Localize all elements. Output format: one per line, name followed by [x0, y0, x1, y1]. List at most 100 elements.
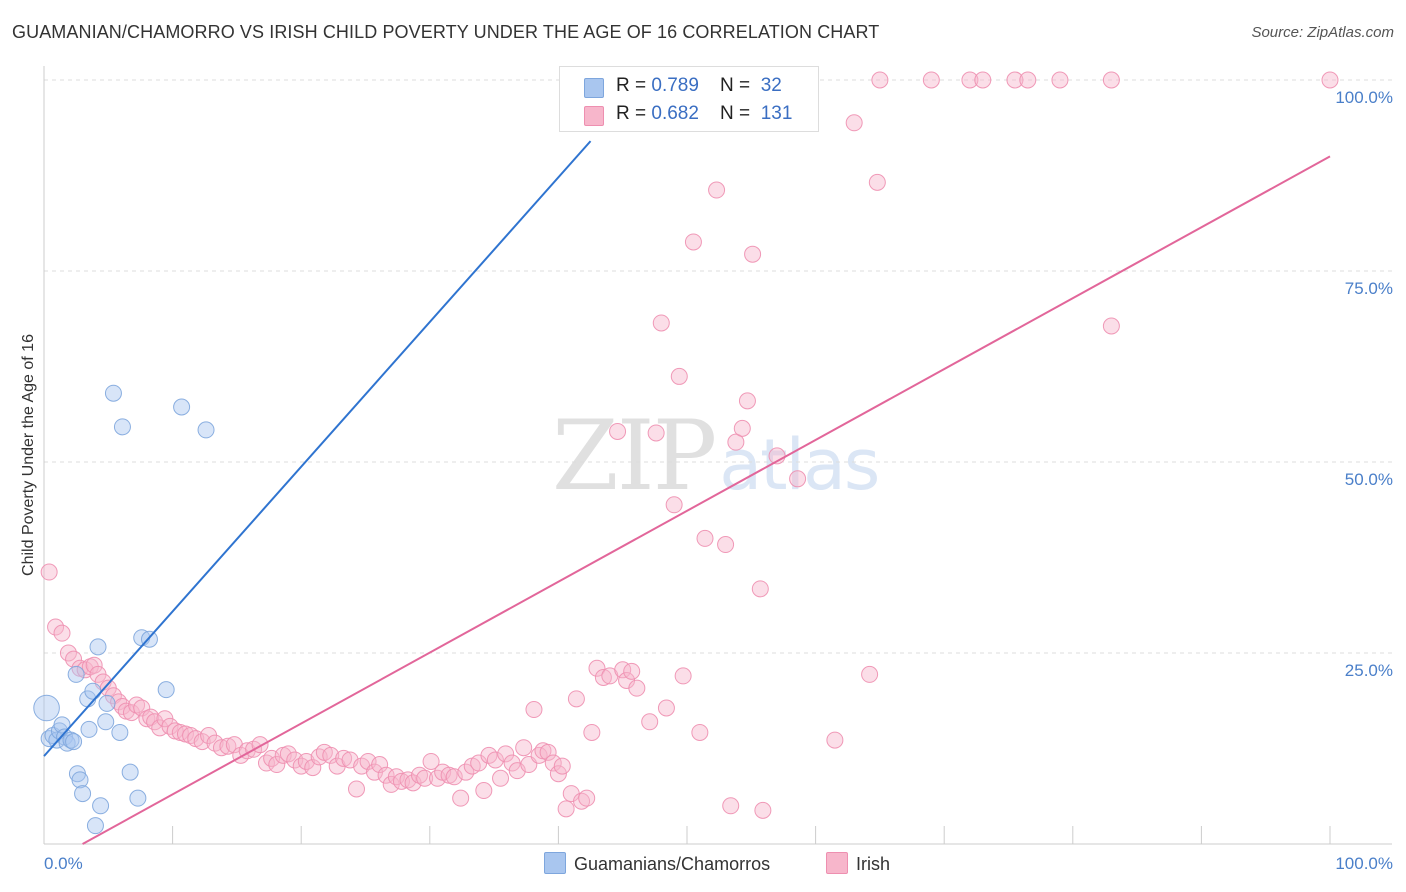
irish-point — [733, 419, 751, 437]
legend-swatch-guamanian — [584, 78, 604, 98]
irish-trend-line — [82, 155, 1331, 845]
legend-r-label: R = — [616, 75, 652, 96]
guamanian-point — [67, 665, 85, 683]
irish-point — [128, 696, 146, 714]
irish-point — [304, 759, 322, 777]
irish-point — [76, 661, 94, 679]
irish-point — [744, 245, 762, 263]
guamanian-point — [157, 681, 175, 699]
irish-point — [578, 789, 596, 807]
guamanian-point — [33, 694, 60, 722]
irish-point — [974, 71, 992, 89]
irish-point — [754, 801, 772, 819]
guamanian-point — [197, 421, 215, 439]
source-label: Source: ZipAtlas.com — [1251, 24, 1394, 41]
legend-r-value: 0.789 — [651, 75, 699, 96]
irish-point — [40, 563, 58, 581]
irish-point — [457, 763, 475, 781]
trend-lines — [43, 140, 1331, 845]
irish-point — [544, 754, 562, 772]
legend-n-label: N = — [720, 103, 756, 124]
irish-point — [868, 173, 886, 191]
y-tick-label: 50.0% — [1345, 470, 1393, 489]
irish-point — [727, 433, 745, 451]
guamanian-point — [74, 785, 92, 803]
irish-point — [1102, 71, 1120, 89]
irish-point — [738, 392, 756, 410]
guamanian-point — [113, 418, 131, 436]
guamanian-trend-line — [43, 140, 592, 757]
irish-point — [1006, 71, 1024, 89]
watermark: ZIPatlas — [552, 400, 880, 512]
irish-point — [297, 752, 315, 770]
series-swatch-guamanian — [544, 852, 566, 874]
irish-point — [1321, 71, 1339, 89]
y-tick-label: 75.0% — [1345, 279, 1393, 298]
irish-point — [871, 71, 889, 89]
series-legend-irish[interactable]: Irish — [826, 852, 890, 875]
irish-point — [652, 314, 670, 332]
irish-point — [657, 699, 675, 717]
watermark-zip: ZIP — [552, 400, 717, 512]
irish-point — [268, 756, 286, 774]
y-tick-label: 25.0% — [1345, 661, 1393, 680]
chart-title: GUAMANIAN/CHAMORRO VS IRISH CHILD POVERT… — [12, 22, 880, 42]
irish-point — [47, 618, 65, 636]
legend-r-value: 0.682 — [651, 103, 699, 124]
irish-point — [922, 71, 940, 89]
guamanian-point — [129, 789, 147, 807]
irish-point — [539, 743, 557, 761]
legend-n-value: 131 — [760, 103, 793, 124]
series-legend: Guamanians/Chamorros Irish — [0, 852, 1406, 878]
guamanian-point — [86, 817, 104, 835]
irish-point — [212, 739, 230, 757]
legend-n-label: N = — [720, 75, 756, 96]
x-tick-label: 100.0% — [1335, 854, 1393, 873]
irish-point — [573, 792, 591, 810]
irish-point — [708, 181, 726, 199]
irish-point — [567, 690, 585, 708]
guamanian-point — [80, 720, 98, 738]
irish-point — [335, 749, 353, 767]
legend-n-value: 32 — [760, 75, 782, 96]
irish-point — [609, 422, 627, 440]
irish-point — [549, 765, 567, 783]
y-tick-label: 100.0% — [1335, 88, 1393, 107]
guamanian-point — [98, 694, 116, 712]
irish-point — [557, 800, 575, 818]
irish-point — [623, 662, 641, 680]
irish-point — [861, 665, 879, 683]
irish-point — [85, 656, 103, 674]
irish-point — [553, 757, 571, 775]
guamanian-point — [97, 713, 115, 731]
guamanian-point — [65, 733, 83, 751]
legend-stats-guamanian: R = 0.789 N = 32 — [616, 75, 782, 97]
irish-point — [525, 701, 543, 719]
irish-point — [371, 756, 389, 774]
irish-point — [665, 496, 683, 514]
irish-point — [647, 424, 665, 442]
series-legend-guamanian[interactable]: Guamanians/Chamorros — [544, 852, 770, 875]
guamanian-point — [62, 731, 80, 749]
tick-labels: 25.0% 50.0% 75.0% 100.0% 0.0% 100.0% — [44, 88, 1393, 873]
irish-point — [696, 529, 714, 547]
guamanian-point — [84, 682, 102, 700]
irish-point — [486, 751, 504, 769]
irish-point — [1019, 71, 1037, 89]
x-tick-label: 0.0% — [44, 854, 83, 873]
guamanian-point — [92, 797, 110, 815]
irish-point — [961, 71, 979, 89]
irish-point — [717, 536, 735, 554]
irish-point — [826, 731, 844, 749]
irish-point — [452, 789, 470, 807]
irish-point — [422, 752, 440, 770]
irish-point — [789, 470, 807, 488]
guamanian-point — [104, 384, 122, 402]
guamanian-point — [111, 723, 129, 741]
irish-point — [219, 737, 237, 755]
irish-point — [193, 733, 211, 751]
irish-point — [322, 746, 340, 764]
legend-stats-irish: R = 0.682 N = 131 — [616, 103, 792, 125]
irish-point — [411, 766, 429, 784]
irish-point — [641, 713, 659, 731]
